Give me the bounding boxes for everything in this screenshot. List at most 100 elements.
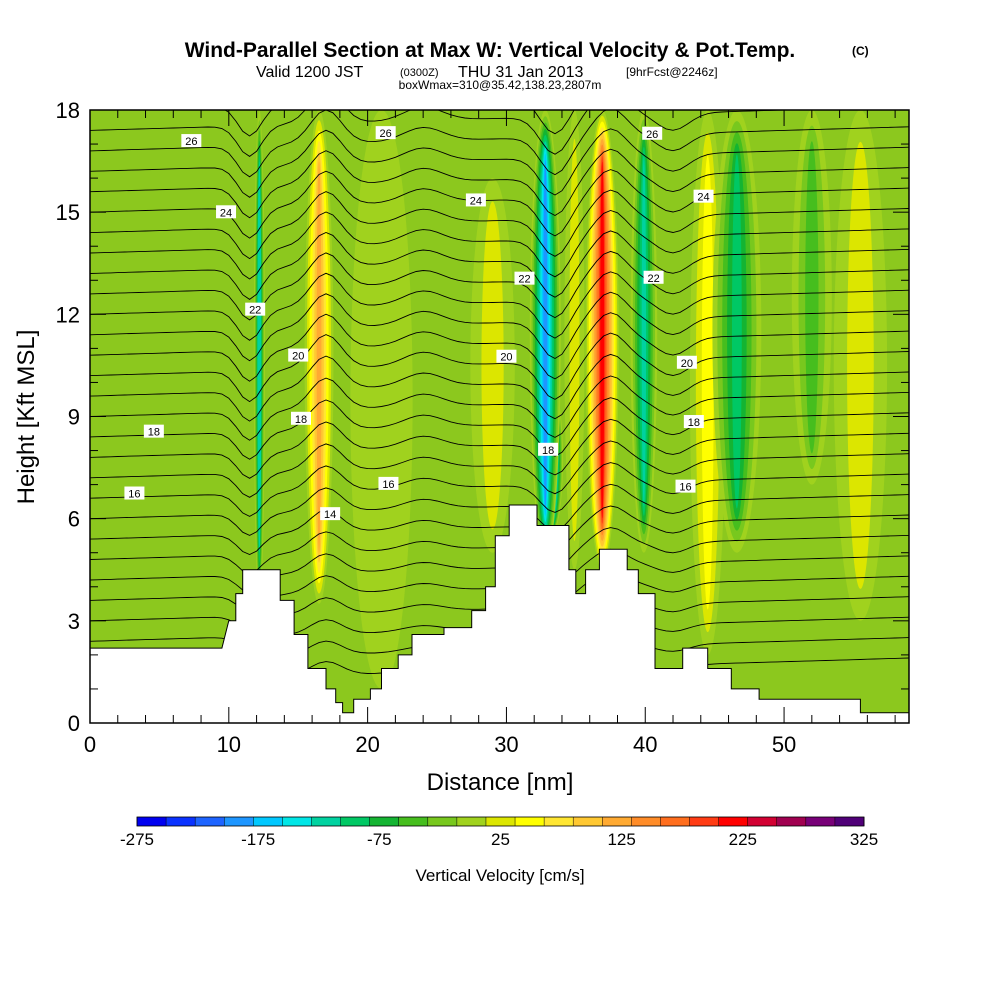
velocity-column-2 bbox=[350, 110, 413, 689]
velocity-column-12 bbox=[833, 110, 888, 621]
isentrope-label-bg bbox=[245, 302, 266, 316]
velocity-band bbox=[257, 161, 262, 553]
colorbar-swatch bbox=[311, 817, 342, 826]
isentrope-line bbox=[90, 291, 909, 362]
isentrope-label: 16 bbox=[679, 482, 691, 494]
isentrope-line bbox=[90, 440, 909, 498]
colorbar-swatch bbox=[340, 817, 371, 826]
colorbar-swatch bbox=[398, 817, 429, 826]
isentrope-line bbox=[90, 462, 909, 517]
isentrope-line bbox=[90, 312, 909, 382]
colorbar-swatch bbox=[805, 817, 836, 826]
isentrope-label-bg bbox=[320, 507, 341, 521]
velocity-column-1 bbox=[304, 110, 334, 604]
velocity-column-0 bbox=[253, 110, 265, 604]
isentrope-line bbox=[90, 110, 909, 178]
colorbar-swatch bbox=[544, 817, 574, 826]
isentrope-label-bg bbox=[643, 270, 664, 284]
subtitle-box: boxWmax=310@35.42,138.23,2807m bbox=[399, 78, 602, 92]
isentrope-label: 18 bbox=[688, 417, 700, 429]
axis-ticks bbox=[89, 109, 909, 724]
velocity-column-9 bbox=[689, 110, 726, 655]
y-tick-label: 18 bbox=[56, 98, 80, 123]
y-tick-label: 12 bbox=[56, 302, 80, 327]
colorbar-tick-label: -75 bbox=[367, 830, 392, 849]
isentrope-label-bg bbox=[375, 126, 396, 140]
isentrope-line bbox=[90, 483, 909, 536]
y-tick-label: 6 bbox=[68, 507, 80, 532]
velocity-column-10 bbox=[712, 110, 762, 553]
isentrope-label: 20 bbox=[681, 358, 693, 370]
isentrope-line bbox=[90, 210, 909, 280]
isentrope-label: 18 bbox=[148, 427, 160, 439]
x-tick-label: 30 bbox=[494, 732, 518, 757]
colorbar bbox=[136, 816, 865, 827]
isentrope-label: 14 bbox=[324, 509, 336, 521]
velocity-column-11 bbox=[791, 110, 832, 485]
isentrope-line bbox=[90, 397, 909, 460]
colorbar-swatch bbox=[427, 817, 458, 826]
colorbar-swatch bbox=[689, 817, 720, 826]
plot-frame bbox=[89, 109, 910, 724]
velocity-band bbox=[701, 155, 714, 610]
colorbar-swatch bbox=[573, 817, 603, 826]
isentrope-label-bg bbox=[496, 349, 517, 363]
isentrope-line bbox=[90, 353, 909, 422]
velocity-band bbox=[569, 138, 580, 542]
velocity-column-5 bbox=[529, 110, 561, 560]
colorbar-swatch bbox=[631, 817, 661, 826]
isentrope-label-bg bbox=[290, 411, 311, 425]
velocity-column-3 bbox=[470, 178, 515, 553]
isentrope-label-bg bbox=[124, 486, 145, 500]
colorbar-swatch bbox=[515, 817, 545, 826]
isentrope-label-bg bbox=[675, 479, 696, 493]
velocity-band bbox=[731, 154, 742, 509]
velocity-band bbox=[316, 161, 322, 553]
isentrope-label-bg bbox=[514, 271, 535, 285]
colorbar-tick-labels: -275 -175 -75 25 125 225 325 bbox=[120, 830, 878, 849]
isentrope-label: 26 bbox=[185, 136, 197, 148]
colorbar-swatch bbox=[253, 817, 283, 826]
isentrope-line bbox=[90, 110, 675, 137]
velocity-band bbox=[481, 201, 504, 530]
colorbar-tick-label: -175 bbox=[241, 830, 275, 849]
y-tick-label: 3 bbox=[68, 609, 80, 634]
isentrope-label: 22 bbox=[647, 273, 659, 285]
isentrope-label-bg bbox=[538, 442, 559, 456]
isentrope-labels: 26 26 26 24 24 24 22 22 22 20 20 20 18 18 18 18 16 16 16 14 bbox=[124, 126, 714, 521]
isentrope-label: 26 bbox=[646, 129, 658, 141]
isentrope-label: 24 bbox=[470, 195, 482, 207]
colorbar-swatch bbox=[747, 817, 778, 826]
colorbar-swatch bbox=[166, 817, 196, 826]
subtitle-date: THU 31 Jan 2013 bbox=[458, 64, 584, 81]
chart-title: Wind-Parallel Section at Max W: Vertical… bbox=[185, 39, 796, 62]
colorbar-swatch bbox=[282, 817, 312, 826]
colorbar-title: Vertical Velocity [cm/s] bbox=[415, 866, 584, 885]
isentrope-label: 16 bbox=[128, 489, 140, 501]
isentrope-label-bg bbox=[676, 355, 697, 369]
isentrope-label-bg bbox=[288, 348, 309, 362]
isentrope-line bbox=[90, 230, 909, 300]
isentrope-line bbox=[90, 271, 909, 341]
velocity-band bbox=[600, 161, 605, 519]
y-tick-label: 15 bbox=[56, 200, 80, 225]
colorbar-swatch bbox=[776, 817, 807, 826]
isentrope-line bbox=[90, 375, 909, 441]
velocity-column-7 bbox=[585, 110, 619, 570]
colorbar-tick-label: 325 bbox=[850, 830, 878, 849]
isentrope-label-bg bbox=[378, 476, 399, 490]
colorbar-tick-label: 125 bbox=[607, 830, 635, 849]
colorbar-swatch bbox=[369, 817, 400, 826]
isentrope-line bbox=[90, 505, 909, 555]
colorbar-swatch bbox=[602, 817, 632, 826]
velocity-column-6 bbox=[564, 110, 585, 570]
isentrope-label: 16 bbox=[382, 479, 394, 491]
title-mark: (C) bbox=[852, 44, 869, 58]
colorbar-swatch bbox=[224, 817, 254, 826]
isentrope-label-bg bbox=[181, 134, 202, 148]
isentrope-label-bg bbox=[465, 193, 486, 207]
x-axis-label: Distance [nm] bbox=[427, 769, 574, 796]
x-tick-label: 50 bbox=[772, 732, 796, 757]
velocity-band bbox=[641, 156, 647, 507]
